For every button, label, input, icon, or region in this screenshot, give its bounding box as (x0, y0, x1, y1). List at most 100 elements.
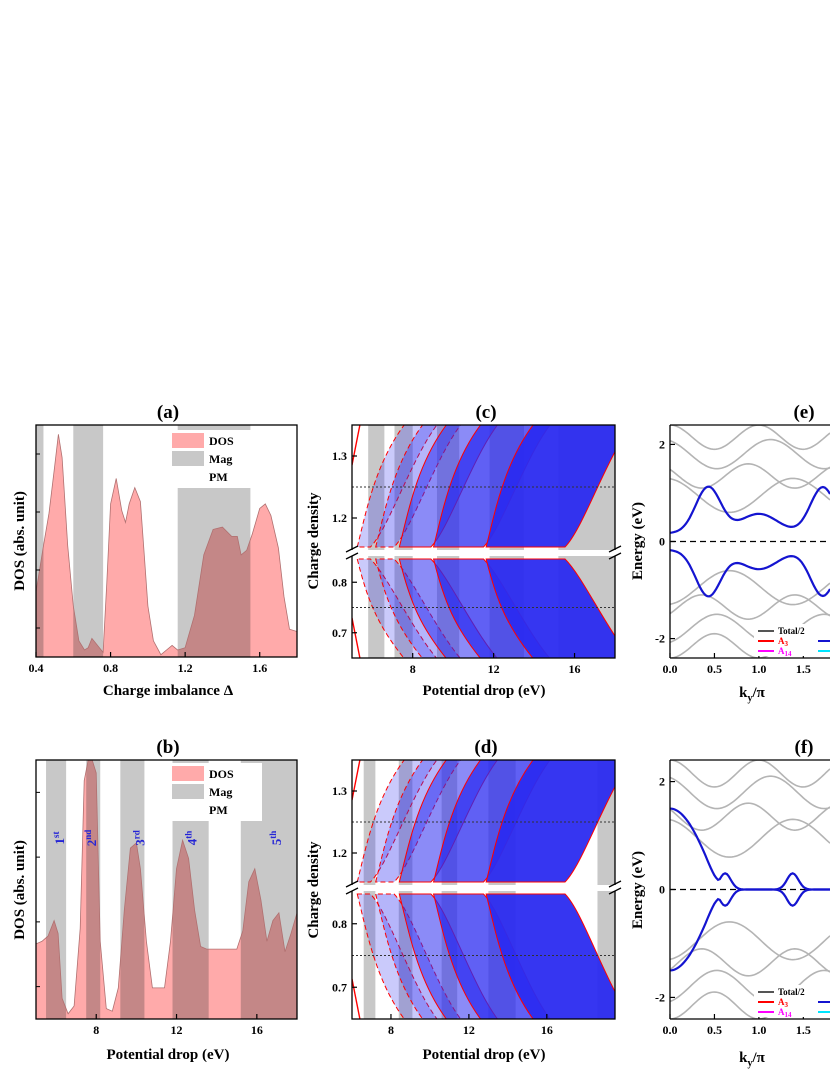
panel-a-x-label: Charge imbalance Δ (103, 683, 234, 699)
legend-label-mag: Mag (209, 785, 232, 799)
break-mask-left (348, 550, 356, 556)
panel-f-y-label: Energy (eV) (630, 851, 646, 929)
y-tick-label: 0 (659, 535, 665, 549)
panel-e-title: (e) (793, 402, 814, 423)
legend-label: A3 (778, 636, 789, 648)
legend-label-dos: DOS (209, 434, 234, 448)
gray-band (670, 425, 830, 451)
gray-band (670, 613, 830, 645)
panel-a-x-ticks: 0.4 0.8 1.2 1.6 (29, 453, 267, 675)
panel-a-y-label: DOS (abs. unit) (12, 491, 28, 591)
panel-d-ticks: 8 12 16 0.7 0.8 1.2 1.3 (332, 784, 622, 1037)
gray-band (670, 463, 830, 489)
x-tick-label: 0.0 (663, 1023, 678, 1037)
y-tick-label: 1.3 (332, 449, 347, 463)
break-mark (608, 545, 622, 553)
legend-swatch-mag (172, 451, 204, 466)
dos-curve (36, 760, 297, 1019)
panel-b-annotations: 1st 2nd 3rd 4th 5th (51, 830, 284, 847)
panel-d-title: (d) (474, 737, 497, 758)
panel-a-title: (a) (157, 402, 179, 423)
annotation-label: 3rd (131, 830, 147, 846)
gray-band (670, 477, 830, 514)
break-mark (345, 880, 359, 888)
x-tick-label: 8 (388, 1023, 394, 1037)
panel-b: (b) 8 12 16 1st 2nd 3rd 4th 5th Potential drop… (12, 737, 298, 1063)
y-tick-label: 1.2 (332, 846, 347, 860)
gray-band (670, 775, 830, 810)
legend-label: A3 (778, 997, 789, 1009)
gray-band (670, 594, 830, 620)
density-band-upper (356, 425, 438, 548)
legend-swatch-dos (172, 433, 204, 448)
legend-label: A14 (778, 1007, 792, 1019)
y-tick-label: -2 (655, 632, 665, 646)
panel-c: (c) 8 12 16 0.7 0.8 1.2 1.3 Potential drop (eV… (306, 402, 622, 699)
panel-d-x-label: Potential drop (eV) (422, 1047, 545, 1063)
panel-e: (e) 0.0 0.5 1.0 1.5 -2 0 2 ky/π Energy (eV) To… (630, 402, 830, 704)
x-tick-label: 0.5 (707, 662, 722, 676)
mag-band (368, 425, 385, 658)
legend-label: A14 (778, 646, 792, 658)
x-tick-label: 8 (410, 662, 416, 676)
legend-label: Total/2 (778, 626, 805, 636)
panel-b-legend: DOS Mag PM (162, 763, 262, 821)
gray-band (670, 802, 830, 831)
panel-e-x-label: ky/π (739, 685, 766, 704)
legend-swatch-mag (172, 784, 204, 799)
panel-a: (a) 0.4 0.8 1.2 1.6 Charge imbalance Δ DOS … (12, 402, 298, 699)
panel-c-ticks: 8 12 16 0.7 0.8 1.2 1.3 (332, 449, 622, 676)
break-mark (345, 545, 359, 553)
y-tick-label: 0 (659, 883, 665, 897)
annotation-label: 1st (51, 831, 67, 844)
red-boundary-lower (352, 617, 361, 658)
annotation-label: 4th (184, 831, 200, 846)
gray-band (670, 760, 830, 788)
x-tick-label: 16 (251, 1023, 263, 1037)
panel-d: (d) 8 12 16 0.7 0.8 1.2 1.3 Potential drop (eV… (306, 737, 622, 1063)
panel-f-plot-area (670, 760, 830, 1019)
legend-label-mag: Mag (209, 452, 232, 466)
panel-c-plot-area (352, 425, 615, 658)
y-tick-label: 0.7 (332, 626, 347, 640)
x-tick-label: 0.4 (29, 661, 44, 675)
axis-break-gap (352, 550, 615, 556)
legend-swatch-pm (172, 802, 204, 817)
panel-c-y-label: Charge density (306, 492, 322, 590)
panel-b-plot-area (36, 760, 297, 1019)
panel-e-ticks: 0.0 0.5 1.0 1.5 -2 0 2 (655, 437, 811, 676)
panel-b-y-label: DOS (abs. unit) (12, 840, 28, 940)
y-tick-label: -2 (655, 990, 665, 1004)
dos-in-mag-band (86, 760, 101, 1019)
gray-band (670, 569, 830, 606)
break-mark (345, 552, 359, 560)
panel-b-x-ticks: 8 12 16 (36, 791, 263, 1037)
panel-f: (f) 0.0 0.5 1.0 1.5 -2 0 2 ky/π Energy (eV) To… (630, 737, 830, 1069)
blue-band-upper (670, 485, 830, 534)
density-band-upper (356, 760, 438, 883)
panel-f-title: (f) (795, 737, 814, 758)
axis-break-gap (352, 885, 615, 891)
red-boundary-upper (352, 760, 361, 801)
x-tick-label: 16 (569, 662, 581, 676)
density-band-lower (485, 893, 615, 1019)
x-tick-label: 1.0 (751, 662, 766, 676)
density-band-upper (485, 760, 615, 883)
dos-curve (36, 434, 297, 657)
gray-band (670, 921, 830, 961)
legend-label-pm: PM (209, 470, 228, 484)
legend-label-pm: PM (209, 803, 228, 817)
panel-f-ticks: 0.0 0.5 1.0 1.5 -2 0 2 (655, 775, 811, 1037)
panel-e-y-label: Energy (eV) (630, 502, 646, 580)
gray-band (670, 818, 830, 858)
panel-a-legend: DOS Mag PM (162, 430, 262, 488)
x-tick-label: 12 (171, 1023, 183, 1037)
annotation-label: 2nd (83, 830, 99, 847)
break-mark (608, 887, 622, 895)
blue-band-lower (670, 549, 830, 598)
x-tick-label: 1.6 (252, 661, 267, 675)
panel-c-title: (c) (475, 402, 496, 423)
